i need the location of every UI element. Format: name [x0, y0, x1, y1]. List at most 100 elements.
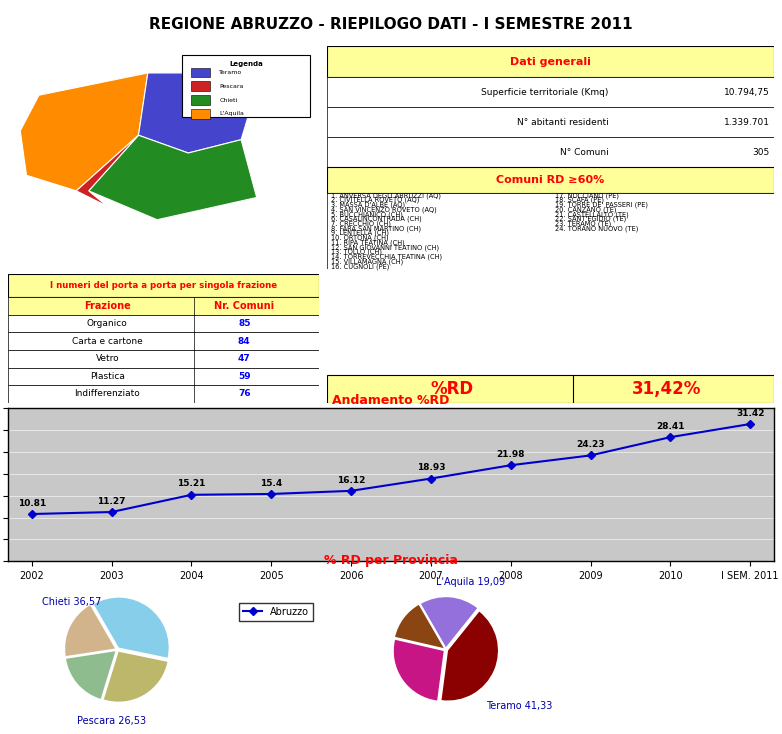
- Text: 19. TORRE DE' PASSERI (PE): 19. TORRE DE' PASSERI (PE): [554, 202, 647, 208]
- Text: %RD: %RD: [430, 379, 473, 398]
- Wedge shape: [66, 651, 116, 699]
- Text: 6. CASALINCONTRADA (CH): 6. CASALINCONTRADA (CH): [331, 216, 421, 222]
- Text: 16. CUGNOLI (PE): 16. CUGNOLI (PE): [331, 263, 389, 269]
- Polygon shape: [138, 73, 250, 153]
- Text: 1. ANVERSA DEGLI ABRUZZI (AQ): 1. ANVERSA DEGLI ABRUZZI (AQ): [331, 192, 441, 199]
- FancyBboxPatch shape: [327, 374, 774, 403]
- Text: 15.4: 15.4: [260, 479, 282, 487]
- Abruzzo: [267, 490, 276, 498]
- Wedge shape: [395, 605, 443, 648]
- Abruzzo: [346, 487, 356, 495]
- Title: % RD per Provincia: % RD per Provincia: [324, 554, 458, 567]
- FancyBboxPatch shape: [8, 315, 319, 333]
- Text: Carta e cartone: Carta e cartone: [72, 337, 143, 346]
- Bar: [192, 109, 210, 119]
- Line: Abruzzo: Abruzzo: [29, 421, 753, 517]
- Text: 47: 47: [238, 355, 250, 363]
- FancyBboxPatch shape: [8, 385, 319, 403]
- Text: 28.41: 28.41: [656, 422, 685, 431]
- Text: REGIONE ABRUZZO - RIEPILOGO DATI - I SEMESTRE 2011: REGIONE ABRUZZO - RIEPILOGO DATI - I SEM…: [149, 17, 633, 32]
- Text: Indifferenziato: Indifferenziato: [74, 390, 140, 399]
- Text: 24. TORANO NUOVO (TE): 24. TORANO NUOVO (TE): [554, 225, 638, 232]
- Text: I numeri del porta a porta per singola frazione: I numeri del porta a porta per singola f…: [50, 281, 277, 291]
- Text: N° abitanti residenti: N° abitanti residenti: [517, 118, 608, 127]
- Text: 31,42%: 31,42%: [632, 379, 701, 398]
- Text: 21.98: 21.98: [497, 450, 525, 459]
- Title: Andamento %RD: Andamento %RD: [332, 394, 450, 407]
- FancyBboxPatch shape: [327, 46, 774, 77]
- Abruzzo: [586, 451, 595, 459]
- Text: 10.81: 10.81: [18, 498, 46, 508]
- Text: 11.27: 11.27: [97, 497, 126, 506]
- Text: Legenda: Legenda: [229, 61, 263, 67]
- Text: 15. VILLAMAGNA (CH): 15. VILLAMAGNA (CH): [331, 258, 404, 265]
- FancyBboxPatch shape: [327, 77, 774, 107]
- Wedge shape: [394, 640, 443, 700]
- Text: 16.12: 16.12: [337, 476, 365, 484]
- Text: 18.93: 18.93: [417, 463, 445, 472]
- Polygon shape: [77, 135, 138, 206]
- Text: 3. MASSA D'ALBE (AQ): 3. MASSA D'ALBE (AQ): [331, 202, 405, 208]
- Text: 10.794,75: 10.794,75: [724, 88, 769, 97]
- Text: Teramo: Teramo: [220, 70, 242, 75]
- Text: 31.42: 31.42: [736, 409, 765, 418]
- Text: 14. TORREVECCHIA TEATINA (CH): 14. TORREVECCHIA TEATINA (CH): [331, 253, 442, 260]
- Text: Chieti 36,57: Chieti 36,57: [42, 597, 102, 607]
- Abruzzo: [27, 509, 37, 518]
- Text: 8. FARA SAN MARTINO (CH): 8. FARA SAN MARTINO (CH): [331, 225, 421, 232]
- Text: Nr. Comuni: Nr. Comuni: [214, 301, 274, 311]
- Text: 10. ORTONA (CH): 10. ORTONA (CH): [331, 235, 389, 241]
- Text: 5. BUCCHIANICO (CH): 5. BUCCHIANICO (CH): [331, 211, 403, 217]
- FancyBboxPatch shape: [8, 275, 319, 297]
- FancyBboxPatch shape: [8, 333, 319, 350]
- Text: Superficie territoriale (Kmq): Superficie territoriale (Kmq): [481, 88, 608, 97]
- FancyBboxPatch shape: [8, 350, 319, 368]
- Text: Organico: Organico: [87, 319, 127, 328]
- Abruzzo: [107, 508, 117, 517]
- Text: 9. LENTELLA (CH): 9. LENTELLA (CH): [331, 230, 389, 236]
- Wedge shape: [94, 597, 169, 658]
- FancyBboxPatch shape: [327, 107, 774, 137]
- Text: Frazione: Frazione: [84, 301, 131, 311]
- Text: L'Aquila: L'Aquila: [220, 112, 244, 117]
- Wedge shape: [104, 652, 167, 702]
- Wedge shape: [442, 611, 498, 700]
- Text: Comuni RD ≥60%: Comuni RD ≥60%: [497, 175, 604, 185]
- Bar: [192, 95, 210, 105]
- Text: 12. SAN GIOVANNI TEATINO (CH): 12. SAN GIOVANNI TEATINO (CH): [331, 244, 439, 250]
- Bar: [192, 68, 210, 77]
- Text: Plastica: Plastica: [90, 372, 125, 381]
- Text: 21. CASTELLALTO (TE): 21. CASTELLALTO (TE): [554, 211, 629, 217]
- Text: 76: 76: [238, 390, 250, 399]
- FancyBboxPatch shape: [327, 193, 774, 269]
- Wedge shape: [65, 606, 115, 656]
- Text: 85: 85: [238, 319, 250, 328]
- Abruzzo: [745, 420, 755, 429]
- Text: 22. SANT'EGIDIO (TE): 22. SANT'EGIDIO (TE): [554, 216, 626, 222]
- Text: L'Aquila 19,09: L'Aquila 19,09: [436, 577, 505, 586]
- Text: Pescara 26,53: Pescara 26,53: [77, 716, 146, 727]
- Text: 11. RIPA TEATINA (CH): 11. RIPA TEATINA (CH): [331, 239, 405, 246]
- Text: 59: 59: [238, 372, 250, 381]
- FancyBboxPatch shape: [327, 167, 774, 193]
- Text: 18. SCAFA (PE): 18. SCAFA (PE): [554, 197, 604, 203]
- Text: 13. TOLLO (CH): 13. TOLLO (CH): [331, 249, 382, 255]
- Text: Teramo 41,33: Teramo 41,33: [486, 702, 552, 711]
- Bar: [182, 55, 310, 117]
- Text: 305: 305: [752, 148, 769, 157]
- Text: 17. NOCCIANO (PE): 17. NOCCIANO (PE): [554, 192, 619, 199]
- Text: Pescara: Pescara: [220, 84, 244, 89]
- Polygon shape: [88, 135, 256, 219]
- Legend: Abruzzo: Abruzzo: [239, 603, 313, 621]
- Text: 15.21: 15.21: [178, 479, 206, 489]
- Text: 7. CRECCHIO (CH): 7. CRECCHIO (CH): [331, 220, 391, 227]
- FancyBboxPatch shape: [327, 137, 774, 167]
- Wedge shape: [421, 597, 477, 647]
- Text: Chieti: Chieti: [220, 98, 238, 103]
- Abruzzo: [665, 433, 675, 442]
- Bar: [192, 81, 210, 91]
- Text: 20. CANZANO (TE): 20. CANZANO (TE): [554, 206, 616, 213]
- Abruzzo: [426, 474, 436, 483]
- Abruzzo: [187, 490, 196, 499]
- Text: 24.23: 24.23: [576, 440, 604, 449]
